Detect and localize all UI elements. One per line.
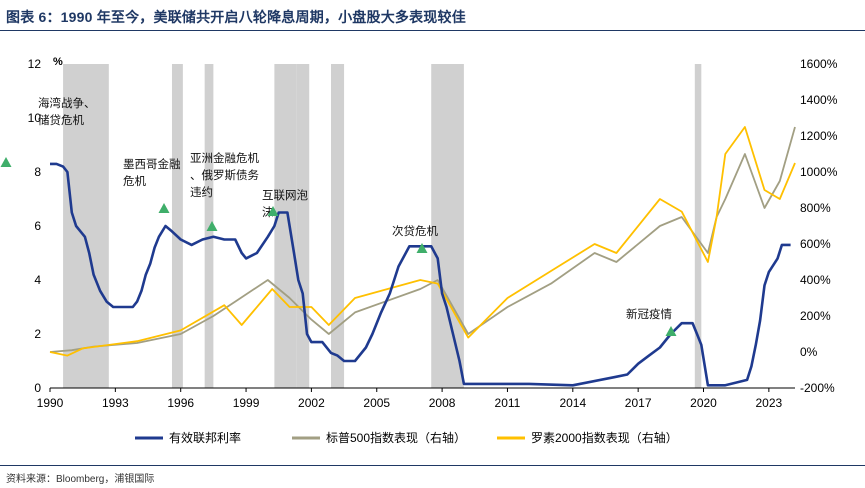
x-tick-label: 1990 bbox=[37, 396, 64, 410]
recession-band-2 bbox=[204, 64, 214, 388]
legend-item-1: 标普500指数表现（右轴） bbox=[292, 430, 466, 445]
legend-label: 罗素2000指数表现（右轴） bbox=[531, 430, 678, 445]
series-line-2 bbox=[49, 126, 796, 357]
annotation-5: 新冠疫情 bbox=[626, 307, 677, 336]
annotation-text: 海湾战争、 bbox=[38, 96, 96, 110]
annotation-text: 互联网泡 bbox=[262, 188, 308, 202]
x-tick-label: 2008 bbox=[429, 396, 456, 410]
y-tick-label-left: 2 bbox=[34, 327, 41, 341]
y-tick-label-left: 8 bbox=[34, 165, 41, 179]
event-marker bbox=[665, 326, 677, 336]
y-tick-label-left: 4 bbox=[34, 273, 41, 287]
series-lines-group bbox=[49, 126, 796, 387]
event-marker bbox=[206, 221, 218, 231]
y-tick-label-right: 1400% bbox=[800, 93, 838, 107]
source-note: 资料来源：Bloomberg，浦银国际 bbox=[6, 474, 155, 485]
annotation-text: 危机 bbox=[123, 174, 146, 188]
annotation-text: 新冠疫情 bbox=[626, 307, 672, 321]
legend-label: 有效联邦利率 bbox=[169, 430, 241, 445]
x-tick-label: 2020 bbox=[690, 396, 717, 410]
legend-label: 标普500指数表现（右轴） bbox=[326, 430, 466, 445]
title-divider bbox=[0, 30, 865, 31]
y-tick-label-left: 12 bbox=[28, 57, 42, 71]
x-tick-label: 1993 bbox=[102, 396, 129, 410]
series-line-0 bbox=[50, 162, 791, 387]
footer-divider bbox=[0, 465, 865, 466]
recession-band-7 bbox=[694, 64, 702, 388]
y-tick-label-right: 600% bbox=[800, 237, 831, 251]
recession-band-0 bbox=[63, 64, 109, 388]
annotation-text: 次贷危机 bbox=[392, 224, 438, 238]
annotation-text: 储贷危机 bbox=[38, 113, 84, 127]
x-tick-label: 2002 bbox=[298, 396, 325, 410]
y-tick-label-left: 10 bbox=[28, 111, 42, 125]
recession-band-3 bbox=[274, 64, 297, 388]
annotation-text: 、俄罗斯债务 bbox=[190, 168, 259, 182]
annotation-4: 次贷危机 bbox=[392, 224, 438, 253]
y-tick-label-right: 400% bbox=[800, 273, 831, 287]
y-tick-label-right: 800% bbox=[800, 201, 831, 215]
y-tick-label-right: -200% bbox=[800, 381, 835, 395]
event-marker bbox=[416, 243, 428, 253]
y-axis-unit-label: % bbox=[53, 56, 63, 68]
series-line-1 bbox=[49, 126, 796, 353]
x-tick-label: 1999 bbox=[233, 396, 260, 410]
y-tick-label-right: 200% bbox=[800, 309, 831, 323]
recession-band-6 bbox=[431, 64, 464, 388]
event-marker bbox=[158, 203, 170, 213]
annotation-0: 海湾战争、储贷危机 bbox=[0, 96, 96, 167]
page-title: 图表 6：1990 年至今，美联储共开启八轮降息周期，小盘股大多表现较佳 bbox=[6, 9, 466, 25]
y-tick-label-left: 0 bbox=[34, 381, 41, 395]
recession-band-5 bbox=[331, 64, 345, 388]
x-tick-label: 2017 bbox=[625, 396, 652, 410]
x-tick-label: 2005 bbox=[363, 396, 390, 410]
x-tick-label: 1996 bbox=[167, 396, 194, 410]
y-tick-label-right: 1600% bbox=[800, 57, 838, 71]
annotation-text: 违约 bbox=[190, 185, 213, 199]
recession-band-4 bbox=[296, 64, 310, 388]
axes-group: 1990 1993 1996 1999 2002 2005 2008 2011 2014 2017… bbox=[28, 56, 838, 410]
event-marker bbox=[267, 206, 279, 216]
event-marker bbox=[0, 157, 12, 167]
x-tick-label: 2014 bbox=[559, 396, 586, 410]
annotation-text: 墨西哥金融 bbox=[123, 157, 181, 171]
x-tick-label: 2023 bbox=[756, 396, 783, 410]
x-tick-label: 2011 bbox=[495, 396, 521, 410]
y-tick-label-right: 1000% bbox=[800, 165, 838, 179]
fed-rate-chart: 1990 1993 1996 1999 2002 2005 2008 2011 2014 2017… bbox=[0, 56, 838, 445]
legend: 有效联邦利率 标普500指数表现（右轴） 罗素2000指数表现（右轴） bbox=[135, 430, 678, 445]
y-tick-label-right: 0% bbox=[800, 345, 818, 359]
annotation-text: 亚洲金融危机 bbox=[190, 151, 259, 165]
legend-item-0: 有效联邦利率 bbox=[135, 430, 241, 445]
legend-item-2: 罗素2000指数表现（右轴） bbox=[497, 430, 678, 445]
y-tick-label-right: 1200% bbox=[800, 129, 838, 143]
y-tick-label-left: 6 bbox=[34, 219, 41, 233]
recession-band-1 bbox=[171, 64, 183, 388]
